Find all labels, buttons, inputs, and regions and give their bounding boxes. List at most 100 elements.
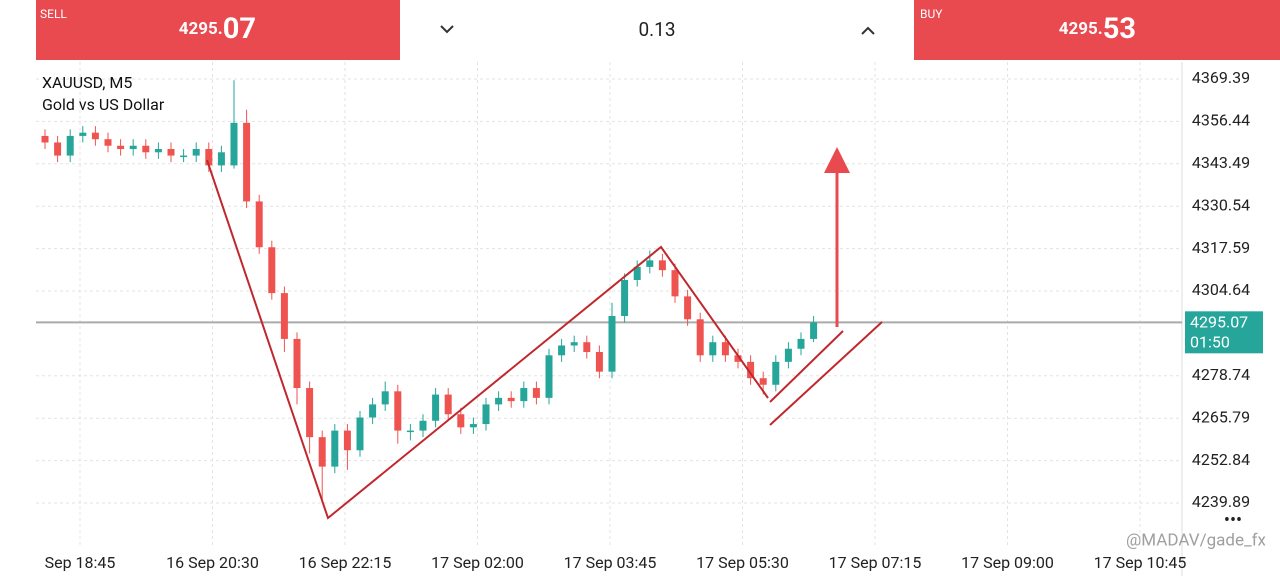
candle-body	[91, 132, 99, 140]
candle-body	[507, 397, 515, 402]
candle-body	[646, 260, 654, 267]
candle-body	[255, 201, 263, 248]
price-tag-value: 4295.07	[1190, 313, 1248, 332]
volume-up[interactable]	[861, 26, 875, 35]
channel-line	[769, 321, 883, 426]
candle-body	[469, 424, 477, 428]
y-tick-label: 4343.49	[1192, 153, 1250, 172]
x-tick-label: 17 Sep 03:45	[564, 553, 657, 572]
x-tick-label: 17 Sep 10:45	[1094, 553, 1187, 572]
candle-body	[684, 296, 692, 320]
volume-value[interactable]: 0.13	[638, 18, 675, 41]
candle-body	[444, 394, 452, 415]
candle-body	[658, 260, 666, 271]
candle-body	[759, 378, 767, 385]
candle-body	[583, 342, 591, 353]
sell-button[interactable]	[36, 0, 400, 60]
candle-body	[532, 388, 540, 398]
candle-body	[558, 345, 566, 356]
candle-body	[331, 430, 339, 467]
annotations	[206, 159, 883, 520]
candle-body	[205, 149, 213, 166]
y-tick-label: 4239.89	[1192, 492, 1250, 511]
candle-body	[180, 155, 188, 158]
candle-body	[406, 430, 414, 433]
candle-body	[432, 394, 440, 421]
candle-body	[570, 342, 578, 346]
chart-subtitle: Gold vs US Dollar	[42, 95, 165, 114]
y-tick-label: 4252.84	[1192, 450, 1250, 469]
sell-price: 4295.07	[179, 12, 256, 46]
candle-body	[306, 388, 314, 438]
y-tick-label: 4369.39	[1192, 68, 1250, 87]
candle-body	[280, 293, 288, 339]
candle-body	[356, 417, 364, 451]
price-tag	[1185, 311, 1263, 354]
candle-body	[747, 361, 755, 379]
y-tick-label: 4278.74	[1192, 365, 1250, 384]
candle-body	[419, 420, 427, 431]
candle-body	[495, 397, 503, 405]
trend-line	[206, 159, 769, 520]
y-tick-label: 4356.44	[1192, 111, 1250, 130]
candle-body	[318, 437, 326, 467]
y-tick-label: 4330.54	[1192, 195, 1250, 214]
candle-body	[381, 391, 389, 405]
y-tick-label: 4317.59	[1192, 238, 1250, 257]
candle-body	[595, 352, 603, 372]
candle-body	[482, 404, 490, 425]
volume-box	[402, 0, 912, 60]
menu-dots[interactable]: •••	[1224, 510, 1242, 531]
arrow-head	[824, 147, 850, 173]
x-tick-label: 17 Sep 07:15	[829, 553, 922, 572]
x-tick-label: 17 Sep 09:00	[961, 553, 1054, 572]
candle-body	[117, 145, 125, 150]
candle-body	[343, 430, 351, 451]
candle-body	[154, 149, 162, 153]
candle-body	[268, 247, 276, 294]
candle-body	[167, 149, 175, 156]
candle-body	[394, 391, 402, 431]
candle-body	[810, 322, 818, 339]
x-tick-label: 16 Sep 20:30	[166, 553, 259, 572]
candle-body	[104, 139, 112, 146]
candle-body	[243, 122, 251, 202]
x-tick-label: Sep 18:45	[45, 553, 116, 572]
candle-body	[66, 135, 74, 156]
buy-price-big: 53	[1103, 12, 1136, 46]
candle-body	[369, 404, 377, 418]
candle-body	[784, 348, 792, 362]
candle-body	[721, 342, 729, 356]
volume-down[interactable]	[440, 25, 454, 34]
candle-body	[797, 338, 805, 349]
buy-button[interactable]	[914, 0, 1280, 60]
y-tick-label: 4304.64	[1192, 280, 1250, 299]
buy-price: 4295.53	[1059, 12, 1136, 46]
candle-body	[142, 145, 150, 153]
candle-body	[696, 319, 704, 356]
x-tick-label: 17 Sep 05:30	[696, 553, 789, 572]
candle-body	[192, 149, 200, 156]
candle-body	[608, 316, 616, 372]
x-tick-label: 16 Sep 22:15	[299, 553, 392, 572]
watermark: @MADAV/gade_fx	[1126, 530, 1267, 550]
candle-body	[79, 132, 87, 136]
candle-body	[520, 388, 528, 402]
candle-body	[734, 355, 742, 362]
candle-body	[709, 342, 717, 356]
price-tag-timer: 01:50	[1190, 333, 1230, 352]
candle-body	[230, 122, 238, 166]
candle-body	[621, 279, 629, 317]
candle-body	[457, 414, 465, 428]
sell-price-small: 4295.	[179, 19, 223, 39]
sell-label: SELL	[40, 7, 67, 21]
channel-line	[769, 330, 844, 403]
x-tick-label: 17 Sep 02:00	[431, 553, 524, 572]
buy-label: BUY	[920, 7, 943, 21]
buy-price-small: 4295.	[1059, 19, 1103, 39]
chart-title: XAUUSD, M5	[42, 73, 132, 92]
candle-body	[633, 266, 641, 280]
candle-body	[772, 361, 780, 385]
chart: Sep 18:45 16 Sep 20:30 16 Sep 22:15 17 Sep …	[36, 62, 1263, 576]
